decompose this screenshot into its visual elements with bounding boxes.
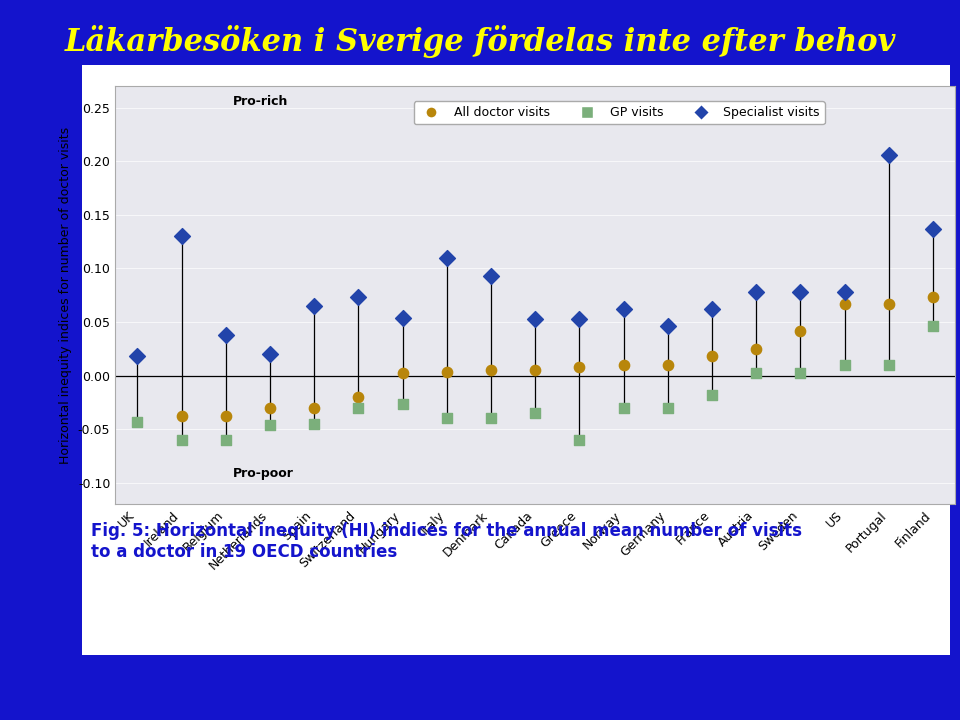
Y-axis label: Horizontal inequity indices for number of doctor visits: Horizontal inequity indices for number o… [60,127,72,464]
Point [218,329,233,341]
Point [837,359,852,371]
Point [793,287,808,298]
Point [306,418,322,429]
Point [572,434,588,446]
Point [395,312,410,323]
Point [262,419,277,431]
Point [483,270,498,282]
Point [881,149,897,161]
Point [130,351,145,362]
Point [395,368,410,379]
Point [174,434,189,446]
Point [837,298,852,310]
Point [705,303,720,315]
Point [174,230,189,242]
Point [660,320,676,332]
Point [749,287,764,298]
Point [350,402,366,413]
Point [749,368,764,379]
Point [572,361,588,373]
Point [262,348,277,360]
Point [218,410,233,422]
Point [881,298,897,310]
Point [483,413,498,424]
Point [925,292,941,303]
Text: Läkarbesöken i Sverige fördelas inte efter behov: Läkarbesöken i Sverige fördelas inte eft… [64,25,896,58]
Point [881,359,897,371]
Legend: All doctor visits, GP visits, Specialist visits: All doctor visits, GP visits, Specialist… [414,101,825,124]
Point [439,366,454,378]
Point [793,368,808,379]
Point [616,359,632,371]
Text: van Doorslaer, E. et al. CMAJ 2006;174:177-183: van Doorslaer, E. et al. CMAJ 2006;174:1… [91,670,496,685]
Point [350,292,366,303]
Point [616,303,632,315]
Text: Fig. 5: Horizontal inequity (HI) indices for the annual mean number of visits
to: Fig. 5: Horizontal inequity (HI) indices… [91,522,803,561]
Point [306,402,322,413]
Point [528,364,543,376]
Point [174,410,189,422]
Point [705,351,720,362]
Point [306,300,322,312]
Point [572,313,588,325]
Point [793,325,808,336]
Point [439,413,454,424]
Point [749,343,764,354]
Point [439,252,454,264]
Point [218,434,233,446]
Point [660,359,676,371]
Point [130,351,145,362]
Point [395,399,410,410]
Point [528,408,543,419]
Point [925,223,941,235]
Point [350,391,366,402]
Point [837,287,852,298]
Point [483,364,498,376]
Point [705,389,720,400]
Point [130,415,145,427]
Point [925,320,941,332]
Text: Pro-poor: Pro-poor [233,467,294,480]
Text: Pro-rich: Pro-rich [233,95,288,108]
Point [262,402,277,413]
Point [660,402,676,413]
Point [616,402,632,413]
Point [528,313,543,325]
